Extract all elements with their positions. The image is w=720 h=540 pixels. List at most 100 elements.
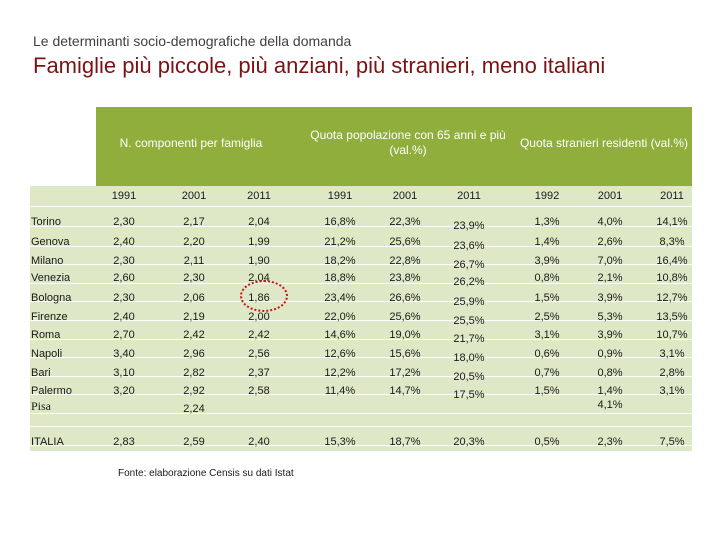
row-divider [30, 357, 692, 358]
year-header: 1992 [534, 190, 560, 202]
year-header: 2001 [181, 190, 207, 202]
source-note: Fonte: elaborazione Censis su dati Istat [118, 468, 294, 479]
table-cell: 16,8% [324, 216, 356, 228]
year-header: 1991 [327, 190, 353, 202]
table-cell: 12,6% [324, 348, 356, 360]
table-cell: 0,8% [597, 367, 623, 379]
table-cell: 17,5% [453, 389, 485, 401]
row-label: Genova [31, 236, 70, 248]
table-cell: 16,4% [656, 255, 688, 267]
table-cell: 2,59 [183, 436, 205, 448]
row-label: Milano [31, 255, 64, 267]
row-divider [30, 426, 692, 427]
table-cell: 3,1% [534, 329, 560, 341]
table-cell: 2,30 [113, 216, 135, 228]
table-cell: 2,60 [113, 272, 135, 284]
table-cell: 2,82 [183, 367, 205, 379]
table-cell: 2,96 [183, 348, 205, 360]
table-cell: 2,00 [248, 311, 270, 323]
table-cell: 15,3% [324, 436, 356, 448]
row-divider [30, 206, 692, 207]
table-cell: 1,4% [597, 385, 623, 397]
row-label: Bari [31, 367, 51, 379]
table-cell: 2,11 [183, 255, 205, 267]
table-cell: 0,5% [534, 436, 560, 448]
table-cell: 13,5% [656, 311, 688, 323]
table-cell: 2,17 [183, 216, 205, 228]
table-cell: 2,04 [248, 216, 270, 228]
table-cell: 3,9% [597, 292, 623, 304]
table-cell: 25,6% [389, 236, 421, 248]
table-cell: 0,9% [597, 348, 623, 360]
table-cell: 3,9% [597, 329, 623, 341]
year-header: 2011 [660, 190, 684, 202]
column-group-header: N. componenti per famiglia [119, 135, 263, 150]
table-cell: 14,7% [389, 385, 421, 397]
table-cell: 2,6% [597, 236, 623, 248]
row-divider [30, 264, 692, 265]
table-cell: 3,1% [659, 385, 685, 397]
table-cell: 20,3% [453, 436, 485, 448]
table-cell: 2,83 [113, 436, 135, 448]
row-divider [30, 246, 692, 247]
table-cell: 20,5% [453, 371, 485, 383]
table-cell: 1,5% [534, 385, 560, 397]
table-cell: 25,5% [453, 315, 485, 327]
table-cell: 2,3% [597, 436, 623, 448]
table-cell: 18,0% [453, 352, 485, 364]
table-header-band [96, 107, 692, 186]
table-cell: 8,3% [659, 236, 685, 248]
table-cell: 23,4% [324, 292, 356, 304]
table-cell: 2,37 [248, 367, 270, 379]
table-cell: 3,20 [113, 385, 135, 397]
table-cell: 2,30 [113, 292, 135, 304]
year-header: 2011 [247, 190, 271, 202]
table-cell: 2,40 [248, 436, 270, 448]
table-cell: 1,99 [248, 236, 270, 248]
row-label: Torino [31, 216, 61, 228]
table-cell: 2,40 [113, 236, 135, 248]
table-cell: 26,6% [389, 292, 421, 304]
table-cell: 17,2% [389, 367, 421, 379]
table-cell: 1,5% [534, 292, 560, 304]
table-cell: 0,6% [534, 348, 560, 360]
table-cell: 3,40 [113, 348, 135, 360]
table-cell: 14,1% [656, 216, 688, 228]
table-cell: 4,1% [597, 399, 623, 411]
row-divider [30, 226, 692, 227]
row-divider [30, 394, 692, 395]
table-cell: 1,3% [534, 216, 560, 228]
table-cell: 1,4% [534, 236, 560, 248]
table-cell: 23,6% [453, 240, 485, 252]
table-cell: 3,1% [659, 348, 685, 360]
table-cell: 26,7% [453, 259, 485, 271]
table-cell: 2,92 [183, 385, 205, 397]
year-header: 1991 [111, 190, 137, 202]
table-cell: 2,70 [113, 329, 135, 341]
row-label: Napoli [31, 348, 63, 360]
slide-title: Famiglie più piccole, più anziani, più s… [33, 53, 606, 78]
table-cell: 2,5% [534, 311, 560, 323]
table-cell: 2,42 [248, 329, 270, 341]
row-divider [30, 283, 692, 284]
table-cell: 2,1% [597, 272, 623, 284]
table-cell: 10,7% [656, 329, 688, 341]
table-cell: 12,7% [656, 292, 688, 304]
table-cell: 3,9% [534, 255, 560, 267]
row-label: Bologna [31, 292, 72, 304]
row-label: Venezia [31, 272, 71, 284]
table-cell: 2,58 [248, 385, 270, 397]
row-label: Firenze [31, 311, 68, 323]
year-header: 2001 [597, 190, 623, 202]
table-cell: 2,20 [183, 236, 205, 248]
table-cell: 18,7% [389, 436, 421, 448]
table-cell: 2,06 [183, 292, 205, 304]
table-cell: 2,56 [248, 348, 270, 360]
row-label: ITALIA [31, 436, 64, 448]
row-divider [30, 413, 692, 414]
row-divider [30, 376, 692, 377]
table-cell: 1,90 [248, 255, 270, 267]
slide-subtitle: Le determinanti socio-demografiche della… [33, 33, 352, 49]
table-cell: 26,2% [453, 276, 485, 288]
row-divider [30, 339, 692, 340]
